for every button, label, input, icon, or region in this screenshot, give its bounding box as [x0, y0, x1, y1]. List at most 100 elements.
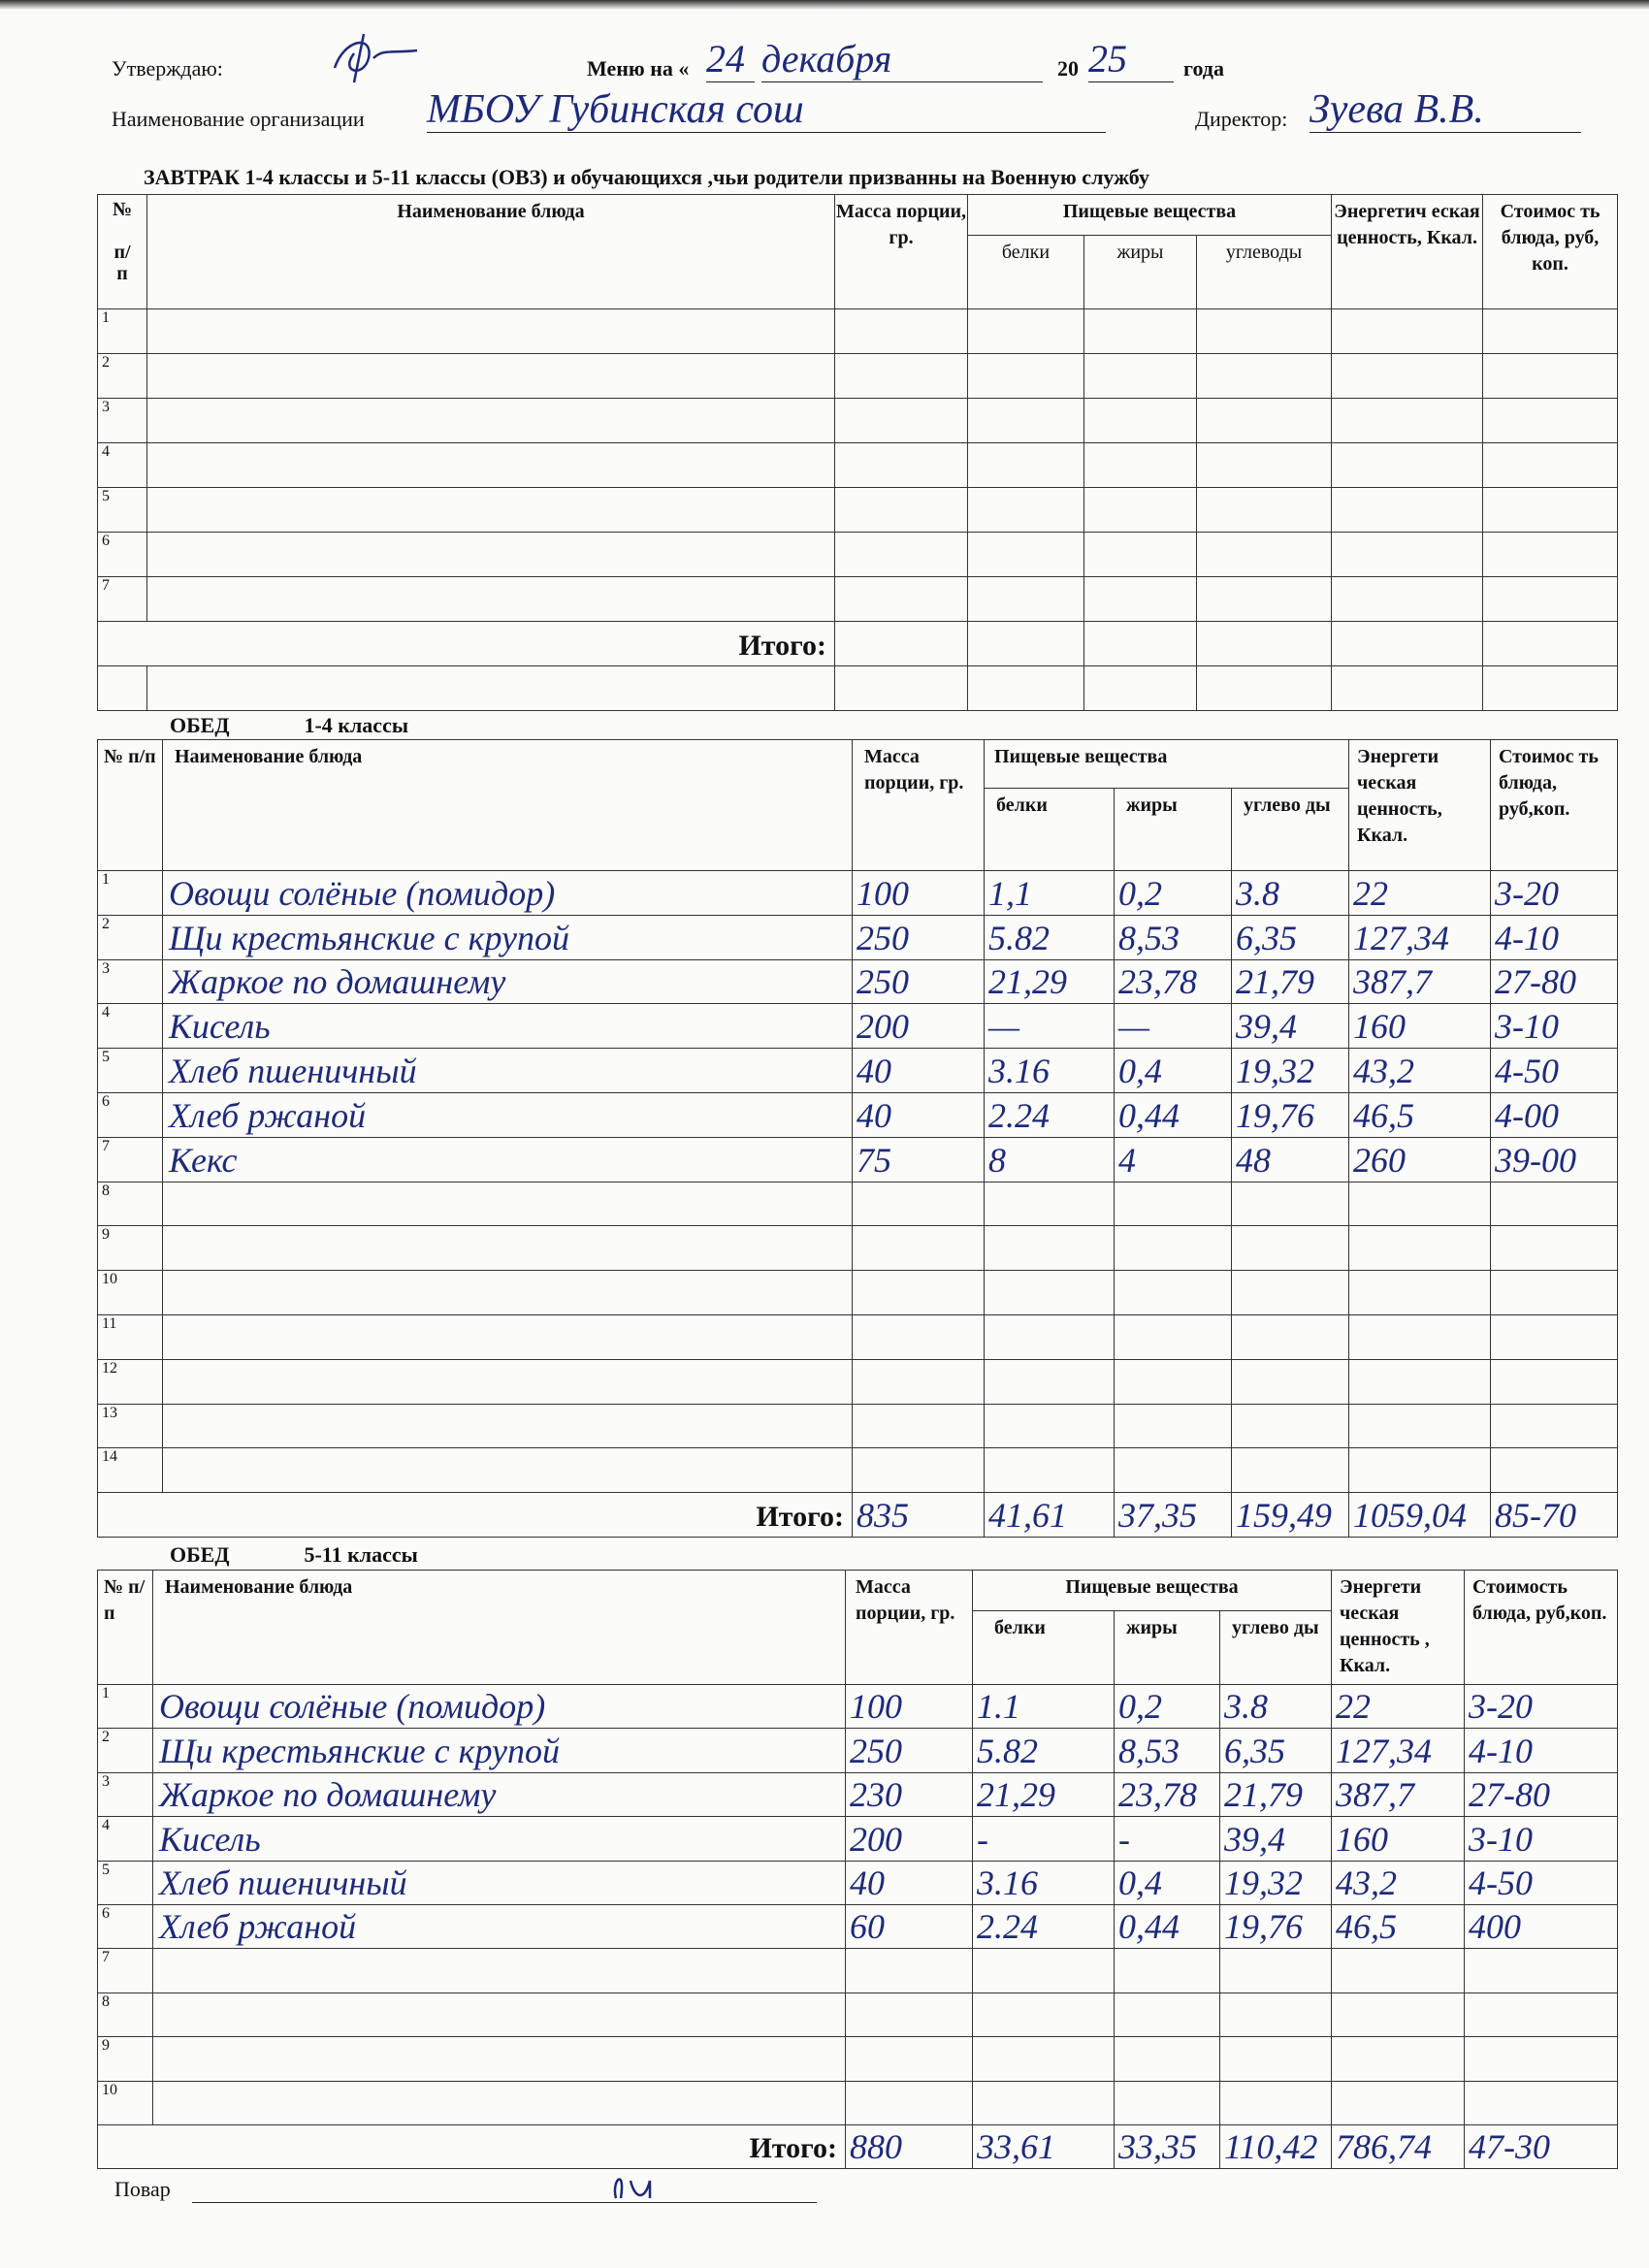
menu-day: 24 [706, 37, 755, 82]
dish-name-cell [146, 308, 835, 354]
kcal-cell [1331, 398, 1484, 443]
mass-cell: 230 [845, 1771, 973, 1818]
kcal-value: 46,5 [1353, 1095, 1414, 1135]
fat-cell [1114, 1270, 1232, 1315]
kcal-cell [1331, 487, 1484, 533]
table-row: 5 Хлеб пшеничный 40 3.16 0,4 19,32 43,2 4-50 [97, 1048, 1618, 1093]
carbs-cell [1231, 1313, 1349, 1360]
kcal-cell [1331, 1948, 1466, 1993]
cost-value: 3-10 [1469, 1819, 1534, 1859]
table-row: 7 Кекс 75 8 4 48 260 39-00 [97, 1136, 1618, 1183]
total-fat: 33,35 [1118, 2126, 1197, 2166]
carbs-cell: 21,79 [1231, 958, 1349, 1005]
carbs-value: 39,4 [1224, 1819, 1285, 1859]
dish-name-cell [146, 576, 835, 622]
table-row: 11 [97, 1313, 1618, 1360]
kcal-cell: 46,5 [1348, 1091, 1491, 1138]
fat-cell [1114, 1948, 1220, 1993]
carbs-cell [1231, 1225, 1349, 1272]
empty-cell [1482, 665, 1619, 711]
fat-cell [1114, 2036, 1220, 2082]
mass-value: 250 [850, 1731, 902, 1770]
dish-name-cell: Щи крестьянские с крупой [152, 1728, 846, 1773]
row-number: 11 [97, 1313, 163, 1360]
table-row: 6 [97, 532, 1619, 577]
mass-cell [852, 1225, 985, 1272]
mass-cell [852, 1313, 985, 1360]
table-row: 10 [97, 2080, 1619, 2125]
fat-cell: 0,4 [1114, 1860, 1220, 1905]
carbs-cell: 48 [1231, 1136, 1349, 1183]
lunch-1-4-table: № п/п Наименование блюда Масса порции, г… [97, 739, 1618, 1539]
dish-name-cell [146, 442, 835, 488]
fat-cell [1083, 353, 1197, 399]
mass-cell [852, 1270, 985, 1315]
fat-cell: 4 [1114, 1136, 1232, 1183]
fat-cell [1083, 398, 1197, 443]
col-name: Наименование блюда [152, 1570, 846, 1685]
dish-name-cell [152, 1948, 846, 1993]
fat-cell [1114, 1358, 1232, 1405]
kcal-value: 260 [1353, 1140, 1406, 1180]
carbs-cell: 3.8 [1218, 1683, 1333, 1730]
row-number: 8 [97, 1992, 153, 2038]
cost-cell [1490, 1358, 1618, 1405]
kcal-cell: 22 [1331, 1683, 1466, 1730]
total-mass: 835 [857, 1496, 909, 1536]
dish-name-cell [162, 1313, 853, 1360]
cost-cell: 27-80 [1464, 1771, 1619, 1818]
cost-cell [1482, 308, 1619, 354]
col-nutrients: Пищевые вещества [966, 194, 1333, 236]
row-number: 7 [97, 1136, 163, 1183]
row-number: 13 [97, 1403, 163, 1449]
mass-cell: 100 [852, 870, 985, 916]
dish-name-cell [162, 1181, 853, 1227]
row-number: 1 [97, 1683, 153, 1730]
dish-name: Щи крестьянские с крупой [169, 918, 569, 957]
protein-value: 5.82 [977, 1731, 1038, 1770]
table-row: 1 Овощи солёные (помидор) 100 1,1 0,2 3.8 22 3-… [97, 870, 1618, 916]
col-energy: Энергети ческая ценность , Ккал. [1331, 1570, 1466, 1685]
table-row: 3 Жаркое по домашнему 230 21,29 23,78 21,79 38… [97, 1771, 1619, 1818]
mass-cell: 60 [845, 1903, 973, 1950]
dish-name-cell [146, 532, 835, 577]
row-number: 3 [97, 398, 147, 443]
row-number: 6 [97, 1091, 163, 1138]
dish-name: Хлеб ржаной [159, 1907, 357, 1947]
table-row: 9 [97, 2036, 1619, 2082]
col-fat: жиры [1114, 1610, 1220, 1685]
dish-name: Овощи солёные (помидор) [159, 1687, 546, 1727]
total-mass-cell [834, 621, 968, 666]
row-number: 9 [97, 1225, 163, 1272]
empty-cell [1195, 665, 1333, 711]
menu-month: декабря [761, 37, 1043, 82]
carbs-cell [1231, 1358, 1349, 1405]
kcal-cell [1331, 442, 1484, 488]
kcal-cell: 22 [1348, 870, 1491, 916]
kcal-cell [1348, 1181, 1491, 1227]
table-row: 1 [97, 308, 1619, 354]
total-fat-cell: 37,35 [1114, 1492, 1232, 1539]
fat-cell: 8,53 [1114, 914, 1232, 960]
col-protein: белки [967, 235, 1084, 309]
fat-value: 0,44 [1118, 1095, 1180, 1135]
total-kcal-cell: 1059,04 [1348, 1492, 1491, 1539]
carbs-value: 48 [1236, 1140, 1271, 1180]
carbs-cell [1231, 1270, 1349, 1315]
protein-value: — [988, 1007, 1020, 1047]
carbs-cell: 19,76 [1231, 1091, 1349, 1138]
table-row: 5 [97, 487, 1619, 533]
row-number: 14 [97, 1447, 163, 1494]
dish-name: Овощи солёные (помидор) [169, 873, 556, 913]
kcal-cell [1331, 2080, 1466, 2125]
protein-cell: 2.24 [984, 1091, 1115, 1138]
table-row: 6 Хлеб ржаной 40 2.24 0,44 19,76 46,5 4-00 [97, 1091, 1618, 1138]
approve-label: Утверждаю: [112, 56, 223, 81]
cost-cell [1482, 576, 1619, 622]
dish-name-cell: Жаркое по домашнему [152, 1771, 846, 1818]
total-label: Итого: [97, 621, 835, 666]
mass-cell [834, 487, 968, 533]
protein-cell [972, 2036, 1115, 2082]
director-value: Зуева В.В. [1310, 87, 1581, 133]
org-label: Наименование организации [112, 107, 365, 131]
